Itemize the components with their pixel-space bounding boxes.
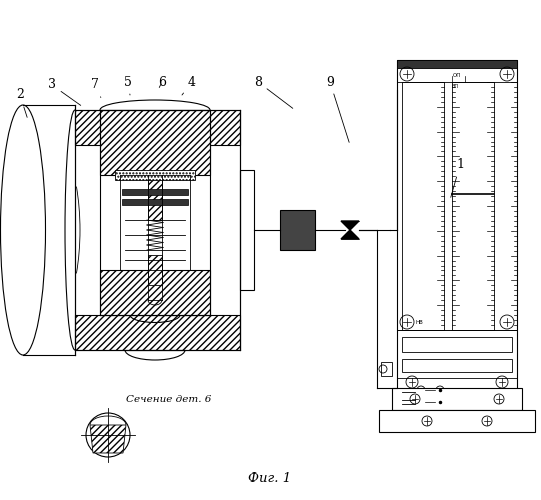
Bar [397, 60, 517, 68]
Text: 1: 1 [451, 158, 464, 198]
Text: 2: 2 [16, 88, 27, 118]
Polygon shape [341, 221, 359, 230]
Bar [148, 175, 162, 220]
Text: НВ: НВ [415, 320, 423, 324]
Bar [115, 170, 195, 180]
Bar [122, 189, 188, 195]
Text: Фиг. 1: Фиг. 1 [248, 472, 292, 484]
Polygon shape [341, 230, 359, 239]
Bar [75, 315, 240, 350]
Bar [122, 199, 188, 205]
Bar [402, 359, 512, 372]
Text: 6: 6 [158, 76, 166, 88]
Bar [397, 60, 517, 430]
Bar [100, 110, 210, 175]
Text: 9: 9 [326, 76, 349, 142]
Bar [100, 270, 210, 315]
Polygon shape [90, 425, 126, 453]
Text: ОП: ОП [453, 73, 461, 78]
Bar [148, 255, 162, 285]
Text: 5: 5 [124, 76, 132, 95]
Text: 7: 7 [91, 78, 101, 98]
Text: 3: 3 [48, 78, 81, 106]
Text: ВП: ВП [451, 84, 459, 89]
Bar [452, 82, 494, 330]
Text: 4: 4 [182, 76, 196, 95]
Text: Сечение дет. 6: Сечение дет. 6 [126, 396, 212, 404]
Bar [280, 210, 315, 250]
Bar [381, 362, 392, 376]
Bar [402, 337, 512, 352]
Bar [379, 410, 535, 432]
Text: 8: 8 [254, 76, 293, 108]
Bar [392, 388, 522, 410]
Bar [75, 110, 240, 145]
Bar [402, 82, 444, 330]
Bar [240, 170, 254, 290]
